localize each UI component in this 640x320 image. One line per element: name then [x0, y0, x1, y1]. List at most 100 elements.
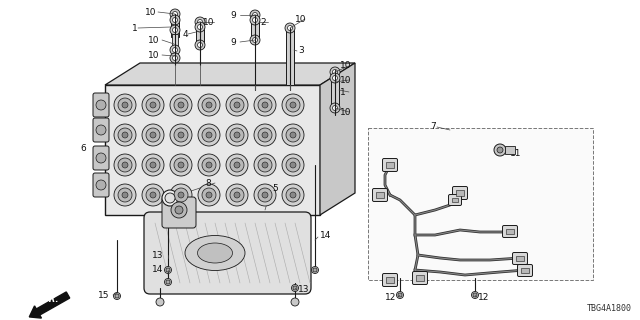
Circle shape [122, 192, 128, 198]
Circle shape [258, 98, 272, 112]
Circle shape [262, 132, 268, 138]
Circle shape [150, 192, 156, 198]
Circle shape [258, 188, 272, 202]
Circle shape [174, 98, 188, 112]
Circle shape [170, 9, 180, 19]
Circle shape [118, 128, 132, 142]
Circle shape [198, 94, 220, 116]
Circle shape [398, 293, 402, 297]
Circle shape [166, 280, 170, 284]
FancyBboxPatch shape [502, 226, 518, 237]
Circle shape [234, 192, 240, 198]
Circle shape [122, 162, 128, 168]
Text: 15: 15 [98, 292, 109, 300]
Circle shape [262, 162, 268, 168]
Circle shape [173, 18, 177, 22]
Circle shape [253, 12, 257, 18]
Circle shape [170, 124, 192, 146]
Circle shape [114, 94, 136, 116]
Text: 4: 4 [183, 29, 189, 38]
FancyBboxPatch shape [518, 265, 532, 276]
Circle shape [497, 147, 503, 153]
Circle shape [113, 292, 120, 300]
FancyBboxPatch shape [449, 195, 461, 205]
Circle shape [171, 202, 187, 218]
Circle shape [254, 124, 276, 146]
Circle shape [290, 132, 296, 138]
Circle shape [333, 76, 337, 81]
Circle shape [286, 188, 300, 202]
Circle shape [333, 106, 337, 110]
Text: 2: 2 [260, 18, 266, 27]
Text: 12: 12 [478, 293, 490, 302]
Circle shape [165, 193, 175, 203]
Circle shape [170, 154, 192, 176]
Circle shape [202, 128, 216, 142]
Circle shape [173, 28, 177, 33]
Circle shape [262, 192, 268, 198]
Circle shape [114, 124, 136, 146]
Text: 13: 13 [152, 251, 163, 260]
Circle shape [198, 25, 202, 29]
FancyBboxPatch shape [372, 188, 387, 202]
Circle shape [195, 40, 205, 50]
Circle shape [234, 102, 240, 108]
Circle shape [150, 132, 156, 138]
Bar [105, 85, 320, 215]
Text: 10: 10 [148, 36, 159, 44]
Circle shape [162, 190, 178, 206]
Circle shape [290, 192, 296, 198]
Text: 1: 1 [132, 23, 138, 33]
Bar [286, 30, 294, 85]
Circle shape [254, 184, 276, 206]
Circle shape [198, 184, 220, 206]
Text: FR.: FR. [44, 295, 60, 305]
Circle shape [226, 124, 248, 146]
FancyBboxPatch shape [93, 173, 109, 197]
Circle shape [202, 98, 216, 112]
Circle shape [291, 284, 298, 292]
Circle shape [178, 102, 184, 108]
Text: 14: 14 [152, 266, 163, 275]
Circle shape [254, 154, 276, 176]
Circle shape [282, 154, 304, 176]
FancyBboxPatch shape [144, 212, 311, 294]
Circle shape [234, 132, 240, 138]
Text: 9: 9 [230, 37, 236, 46]
Circle shape [234, 162, 240, 168]
Circle shape [178, 162, 184, 168]
FancyBboxPatch shape [383, 158, 397, 172]
Circle shape [96, 180, 106, 190]
Circle shape [178, 192, 184, 198]
Circle shape [206, 102, 212, 108]
Circle shape [282, 124, 304, 146]
Circle shape [285, 23, 295, 33]
Circle shape [330, 103, 340, 113]
Bar [331, 76, 339, 106]
Circle shape [286, 128, 300, 142]
Circle shape [230, 128, 244, 142]
Text: 10: 10 [340, 76, 351, 84]
Circle shape [96, 153, 106, 163]
Text: 1: 1 [340, 87, 346, 97]
Text: 5: 5 [272, 183, 278, 193]
Circle shape [226, 154, 248, 176]
Circle shape [206, 132, 212, 138]
Text: 3: 3 [298, 45, 304, 54]
Circle shape [150, 162, 156, 168]
Circle shape [170, 15, 180, 25]
FancyBboxPatch shape [413, 271, 428, 284]
Polygon shape [105, 63, 355, 85]
Circle shape [313, 268, 317, 272]
Text: 7: 7 [430, 122, 436, 131]
Circle shape [175, 206, 183, 214]
Text: 14: 14 [320, 230, 332, 239]
Circle shape [114, 154, 136, 176]
Text: 10: 10 [340, 108, 351, 116]
Circle shape [312, 267, 319, 274]
Bar [456, 190, 464, 196]
Bar [196, 25, 204, 47]
Bar [452, 198, 458, 202]
Circle shape [330, 73, 340, 83]
Text: 6: 6 [80, 143, 86, 153]
